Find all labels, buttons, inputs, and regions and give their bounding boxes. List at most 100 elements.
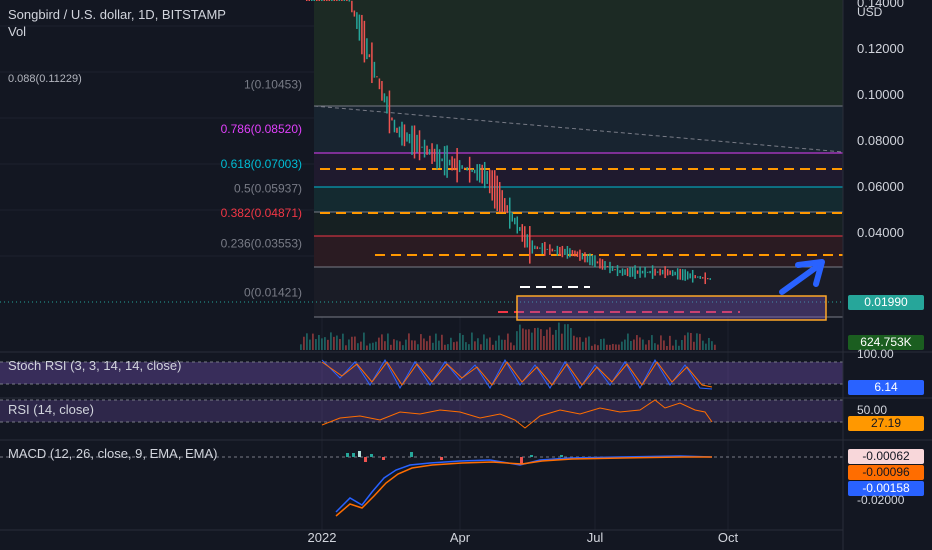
price-candle [611, 265, 614, 272]
price-candle [541, 243, 544, 254]
volume-bar [591, 345, 593, 350]
volume-bar [372, 342, 374, 350]
price-candle [694, 275, 696, 279]
volume-bar [537, 327, 539, 350]
stoch-k-line [321, 358, 713, 390]
price-candle [316, 0, 318, 1]
macd-line [335, 455, 713, 513]
price-tick: 0.12000 [857, 41, 904, 56]
volume-bar [582, 341, 584, 350]
volume-bar [528, 329, 530, 350]
volume-bar [624, 339, 626, 350]
price-candle [491, 170, 493, 201]
stoch-d-line [321, 361, 713, 388]
price-candle [443, 146, 446, 176]
fib-level-label: 0.236(0.03553) [221, 236, 302, 250]
price-candle [453, 158, 456, 171]
price-candle [506, 205, 508, 214]
volume-bar [447, 344, 449, 350]
price-candle [488, 169, 491, 194]
price-candle [696, 276, 699, 278]
volume-bar [405, 339, 407, 350]
volume-bar [384, 341, 386, 350]
volume-bar [672, 345, 674, 350]
volume-bar [663, 340, 665, 350]
macd-label[interactable]: MACD (12, 26, close, 9, EMA, EMA) [8, 446, 218, 461]
price-candle [554, 250, 556, 252]
volume-bar [627, 333, 629, 350]
volume-bar [588, 336, 590, 350]
fib-level-label: 0.382(0.04871) [221, 206, 302, 220]
volume-bar [369, 343, 371, 350]
stoch-rsi-label[interactable]: Stoch RSI (3, 3, 14, 14, close) [8, 358, 182, 373]
volume-bar [609, 344, 611, 350]
price-candle [566, 245, 569, 259]
volume-bar [489, 337, 491, 350]
volume-bar [552, 334, 554, 350]
price-candle [436, 144, 438, 170]
price-candle [664, 266, 666, 279]
volume-bar [474, 341, 476, 350]
price-candle [656, 271, 659, 273]
volume-bar [339, 338, 341, 350]
fib-level-label: 0.786(0.08520) [221, 122, 302, 136]
price-candle [546, 248, 549, 250]
volume-bars [300, 322, 716, 350]
volume-bar [420, 334, 422, 350]
volume-bar [345, 345, 347, 350]
volume-value-badge: 624.753K [848, 335, 924, 350]
price-candle [591, 255, 594, 266]
volume-bar [531, 332, 533, 350]
price-candle [709, 278, 711, 280]
price-candle [586, 254, 589, 263]
volume-bar [399, 341, 401, 350]
price-candle [388, 90, 391, 134]
price-candle [313, 0, 316, 1]
price-candle [669, 270, 671, 275]
price-candle [634, 265, 636, 279]
accumulation-box[interactable] [516, 295, 827, 321]
volume-bar [579, 337, 581, 350]
price-candle [574, 250, 576, 257]
price-candle [551, 248, 554, 252]
volume-bar [558, 322, 560, 350]
rsi-label[interactable]: RSI (14, close) [8, 402, 94, 417]
volume-bar [468, 344, 470, 350]
price-tick: 0.08000 [857, 133, 904, 148]
volume-bar [438, 340, 440, 350]
volume-bar [705, 343, 707, 350]
volume-bar [636, 335, 638, 350]
fib-labels: 1(0.10453) 0.786(0.08520) 0.618(0.07003) 0.… [221, 78, 302, 300]
volume-bar [585, 337, 587, 350]
price-candle [416, 134, 418, 153]
volume-bar [630, 340, 632, 350]
fib-band-3 [314, 187, 843, 212]
volume-bar [573, 335, 575, 350]
price-candle [431, 143, 433, 164]
volume-bar [471, 332, 473, 350]
volume-bar [312, 333, 314, 350]
volume-bar [675, 339, 677, 350]
price-candle [338, 0, 341, 1]
price-candle [539, 247, 541, 249]
price-candle [511, 212, 514, 222]
volume-bar [570, 328, 572, 350]
volume-bar [543, 335, 545, 350]
price-candle [681, 269, 684, 281]
volume-bar [519, 324, 521, 350]
price-candle [706, 278, 709, 280]
price-candle [576, 251, 579, 257]
price-candle [478, 164, 481, 183]
volume-bar [411, 340, 413, 350]
price-candle [308, 0, 311, 1]
price-candle [661, 269, 664, 275]
volume-bar [444, 344, 446, 350]
price-candle [383, 93, 386, 103]
price-candle [529, 226, 531, 264]
price-candle [614, 269, 616, 271]
volume-bar [342, 333, 344, 350]
price-candle [594, 255, 596, 268]
fib-band-4 [314, 212, 843, 236]
volume-bar [330, 332, 332, 350]
